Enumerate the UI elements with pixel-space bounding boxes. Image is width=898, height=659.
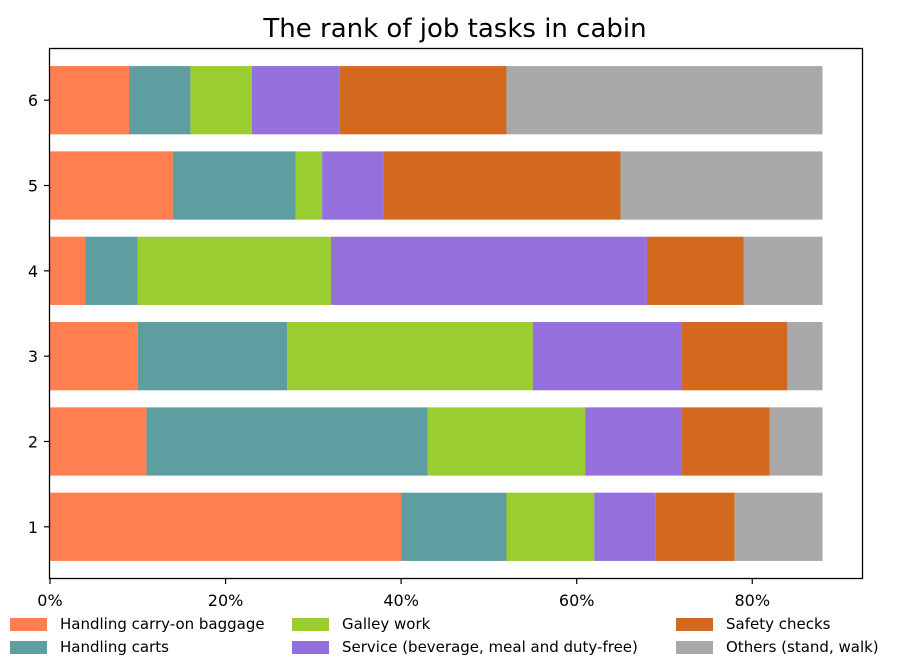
bar-segment-row-2-series-4 — [682, 407, 770, 476]
bar-segment-row-1-series-1 — [401, 492, 507, 561]
bar-segment-row-5-series-5 — [620, 151, 823, 220]
legend-item-handling-carts: Handling carts — [10, 636, 169, 658]
bar-segment-row-2-series-0 — [50, 407, 147, 476]
y-tick-label: 5 — [28, 177, 38, 196]
legend-swatch — [292, 640, 329, 654]
bar-segment-row-6-series-4 — [339, 66, 507, 135]
bar-segment-row-6-series-5 — [506, 66, 823, 135]
bar-segment-row-1-series-4 — [655, 492, 735, 561]
legend-swatch — [292, 617, 329, 631]
legend-swatch — [10, 617, 47, 631]
chart-title: The rank of job tasks in cabin — [262, 14, 646, 44]
legend-label: Service (beverage, meal and duty-free) — [342, 638, 638, 656]
legend-item-safety-checks: Safety checks — [676, 613, 830, 635]
legend-label: Galley work — [342, 615, 431, 633]
bar-segment-row-3-series-2 — [287, 322, 533, 391]
bar-segment-row-6-series-1 — [129, 66, 191, 135]
y-axis-ticks: 1 2 3 4 5 6 — [28, 91, 50, 537]
x-tick-label: 20% — [208, 591, 244, 610]
bar-segment-row-3-series-1 — [137, 322, 288, 391]
bar-segment-row-6-series-0 — [50, 66, 130, 135]
y-tick-label: 2 — [28, 432, 38, 451]
bar-segment-row-4-series-5 — [743, 236, 823, 305]
y-tick-label: 1 — [28, 518, 38, 537]
bar-segment-row-2-series-2 — [427, 407, 586, 476]
bar-segment-row-5-series-3 — [322, 151, 384, 220]
bar-segment-row-4-series-2 — [137, 236, 331, 305]
bar-segment-row-5-series-4 — [383, 151, 621, 220]
bar-segment-row-1-series-5 — [734, 492, 823, 561]
legend-item-galley-work: Galley work — [292, 613, 430, 635]
legend-label: Others (stand, walk) — [726, 638, 879, 656]
bar-segment-row-2-series-3 — [585, 407, 683, 476]
bar-segment-row-3-series-4 — [682, 322, 788, 391]
bar-segment-row-5-series-2 — [295, 151, 323, 220]
bar-segment-row-4-series-3 — [330, 236, 647, 305]
y-tick-label: 6 — [28, 91, 38, 110]
bar-segment-row-2-series-5 — [769, 407, 823, 476]
legend-item-handling-carry-on-baggage: Handling carry-on baggage — [10, 613, 265, 635]
bar-segment-row-4-series-1 — [85, 236, 138, 305]
bar-segment-row-1-series-3 — [594, 492, 656, 561]
bar-segment-row-3-series-0 — [50, 322, 138, 391]
legend-swatch — [10, 640, 47, 654]
x-tick-label: 80% — [734, 591, 770, 610]
legend: Handling carry-on baggage Handling carts… — [10, 612, 895, 658]
bar-segment-row-1-series-0 — [50, 492, 402, 561]
legend-item-service: Service (beverage, meal and duty-free) — [292, 636, 638, 658]
bars-group — [50, 66, 823, 561]
bar-segment-row-3-series-3 — [532, 322, 683, 391]
legend-label: Handling carts — [60, 638, 169, 656]
y-tick-label: 3 — [28, 347, 38, 366]
x-axis-ticks: 0% 20% 40% 60% 80% — [37, 578, 770, 610]
legend-label: Safety checks — [726, 615, 831, 633]
legend-label: Handling carry-on baggage — [60, 615, 265, 633]
bar-segment-row-5-series-0 — [50, 151, 173, 220]
bar-segment-row-1-series-2 — [506, 492, 595, 561]
bar-segment-row-6-series-2 — [190, 66, 252, 135]
x-tick-label: 40% — [383, 591, 419, 610]
bar-segment-row-2-series-1 — [146, 407, 428, 476]
plot-frame — [48, 47, 864, 580]
bar-segment-row-3-series-5 — [787, 322, 823, 391]
legend-item-others: Others (stand, walk) — [676, 636, 879, 658]
x-tick-label: 60% — [559, 591, 595, 610]
legend-swatch — [676, 640, 713, 654]
bar-segment-row-5-series-1 — [172, 151, 296, 220]
bar-segment-row-6-series-3 — [251, 66, 340, 135]
y-tick-label: 4 — [28, 262, 38, 281]
legend-swatch — [676, 617, 713, 631]
x-tick-label: 0% — [37, 591, 62, 610]
bar-segment-row-4-series-4 — [646, 236, 744, 305]
bar-segment-row-4-series-0 — [50, 236, 86, 305]
